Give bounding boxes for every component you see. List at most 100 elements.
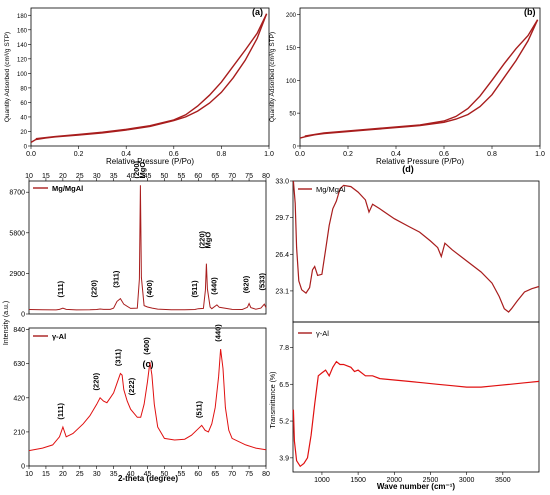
gamma-al-peak-annotation-5: (511) <box>195 400 204 418</box>
x-tick-label-db-2: 2000 <box>387 477 403 484</box>
panel-b-axes <box>299 7 541 147</box>
y-tick-label-dt-2: 29.7 <box>275 215 289 222</box>
gamma-al-peak-annotation-6: (440) <box>213 324 222 342</box>
x-tick-label-cb-1: 15 <box>42 471 50 478</box>
y-tick-label-cb-0: 0 <box>21 464 25 471</box>
panel-b-xlabel: Relative Pressure (P/Po) <box>376 157 464 166</box>
panel-c-mgmgal-pattern <box>28 185 267 311</box>
x-tick-label-a-3: 0.6 <box>169 151 179 158</box>
peak-annotation-9: (440) <box>210 277 219 295</box>
x-tick-label-ct-11: 65 <box>211 173 219 180</box>
x-tick-label-ct-3: 25 <box>76 173 84 180</box>
peak-annotation-10: (620) <box>241 275 250 293</box>
y-tick-label-b-4: 200 <box>286 13 297 19</box>
x-tick-label-a-2: 0.4 <box>121 151 131 158</box>
y-tick-label-a-0: 0 <box>24 145 28 151</box>
panel-d: 23.1 26.4 29.7 33.0 1000 1500 2000 2500 3000 3500… <box>270 164 540 491</box>
y-tick-label-a-5: 100 <box>17 72 28 78</box>
x-tick-label-b-3: 0.6 <box>439 151 449 158</box>
x-tick-label-ct-12: 70 <box>228 173 236 180</box>
gamma-al-peak-annotation-2: (311) <box>113 348 122 366</box>
x-tick-label-ct-10: 60 <box>194 173 202 180</box>
peak-annotation-7: (220) <box>198 230 207 248</box>
panel-c-top-legend: Mg/MgAl <box>52 184 83 193</box>
panel-a: 0.0 0.2 0.4 0.6 0.8 1.0 0 20 40 60 80 100 120 140 160 1… <box>4 7 274 166</box>
x-tick-label-db-3: 2500 <box>423 477 439 484</box>
panel-c: 10 15 20 25 30 35 40 45 50 55 60 65 70 75 80 0 2900 5800 8… <box>3 160 270 483</box>
x-tick-label-ct-1: 15 <box>42 173 50 180</box>
panel-d-xlabel: Wave number (cm⁻¹) <box>377 482 455 491</box>
panel-d-top-axes <box>292 180 540 323</box>
x-tick-label-a-4: 0.8 <box>217 151 227 158</box>
y-tick-label-b-1: 50 <box>289 112 296 118</box>
y-tick-label-a-7: 140 <box>17 43 28 49</box>
peak-annotation-0: (111) <box>56 280 65 297</box>
x-tick-label-b-0: 0.0 <box>295 151 305 158</box>
y-tick-label-cb-2: 420 <box>13 395 25 402</box>
y-tick-label-cb-1: 210 <box>13 429 25 436</box>
y-tick-label-dt-1: 26.4 <box>275 252 289 259</box>
x-tick-label-b-1: 0.2 <box>343 151 353 158</box>
x-tick-label-cb-13: 75 <box>245 471 253 478</box>
x-tick-label-cb-6: 40 <box>127 471 135 478</box>
x-tick-label-ct-0: 10 <box>25 173 33 180</box>
x-tick-label-b-2: 0.4 <box>391 151 401 158</box>
x-tick-label-db-4: 3000 <box>459 477 475 484</box>
y-tick-label-cb-4: 840 <box>13 327 25 334</box>
gamma-al-peak-annotation-3: (222) <box>127 377 136 395</box>
y-tick-label-dt-0: 23.1 <box>275 288 289 295</box>
peak-annotation-11: (533) <box>257 272 266 290</box>
x-tick-label-ct-4: 30 <box>93 173 101 180</box>
y-tick-label-b-2: 100 <box>286 79 297 85</box>
x-tick-label-cb-14: 80 <box>262 471 270 478</box>
y-tick-label-a-3: 60 <box>20 101 27 107</box>
panel-a-xlabel: Relative Pressure (P/Po) <box>106 157 194 166</box>
x-tick-label-a-0: 0.0 <box>26 151 36 158</box>
panel-b-ylabel: Quantity Adsorbed (cm³/g STP) <box>269 32 276 122</box>
panel-c-bottom-legend: γ-Al <box>52 332 66 341</box>
panel-d-label: (d) <box>402 164 414 174</box>
x-tick-label-a-5: 1.0 <box>264 151 274 158</box>
y-tick-label-db-1: 5.2 <box>279 419 289 426</box>
x-tick-label-cb-0: 10 <box>25 471 33 478</box>
y-tick-label-db-0: 3.9 <box>279 455 289 462</box>
panel-d-ylabel: Transmittance (%) <box>270 372 277 429</box>
x-tick-label-cb-3: 25 <box>76 471 84 478</box>
peak-annotation-5: (400) <box>145 279 154 297</box>
y-tick-label-a-9: 180 <box>17 14 28 20</box>
x-tick-label-db-5: 3500 <box>495 477 511 484</box>
x-tick-label-ct-13: 75 <box>245 173 253 180</box>
x-tick-label-db-1: 1500 <box>350 477 366 484</box>
panel-a-label: (a) <box>252 7 263 17</box>
y-tick-label-a-8: 160 <box>17 28 28 34</box>
panel-c-xlabel: 2-theta (degree) <box>118 474 178 483</box>
x-tick-label-a-1: 0.2 <box>74 151 84 158</box>
x-tick-label-ct-8: 50 <box>161 173 169 180</box>
panel-d-top-legend: Mg/MgAl <box>316 185 346 194</box>
y-tick-label-cb-3: 630 <box>13 361 25 368</box>
panel-a-axes <box>30 7 270 147</box>
x-tick-label-cb-5: 35 <box>110 471 118 478</box>
y-tick-label-b-0: 0 <box>293 145 297 151</box>
panel-d-bottom-legend: γ-Al <box>316 329 329 338</box>
panel-a-ylabel: Quantity Adsorbed (cm³/g STP) <box>4 32 11 122</box>
gamma-al-peak-annotation-1: (220) <box>91 372 100 390</box>
y-tick-label-ct-0: 0 <box>21 312 25 319</box>
x-tick-label-cb-2: 20 <box>59 471 67 478</box>
panel-d-gamma-al-spectrum <box>292 360 540 468</box>
x-tick-label-b-4: 0.8 <box>487 151 497 158</box>
panel-c-label: (c) <box>143 359 154 369</box>
panel-b-desorption-line <box>304 19 539 137</box>
y-tick-label-db-3: 7.8 <box>279 345 289 352</box>
x-tick-label-cb-7: 45 <box>144 471 152 478</box>
gamma-al-peak-annotation-4: (400) <box>142 337 151 355</box>
x-tick-label-ct-14: 80 <box>262 173 270 180</box>
panel-a-desorption-line <box>35 13 268 140</box>
panel-b-label: (b) <box>524 7 536 17</box>
panel-d-bottom-axes <box>292 321 540 473</box>
panel-b-adsorption-line <box>299 19 539 139</box>
y-tick-label-ct-1: 2900 <box>9 271 25 278</box>
y-tick-label-b-3: 150 <box>286 46 297 52</box>
x-tick-label-db-0: 1000 <box>314 477 330 484</box>
panel-a-adsorption-line <box>30 13 268 143</box>
